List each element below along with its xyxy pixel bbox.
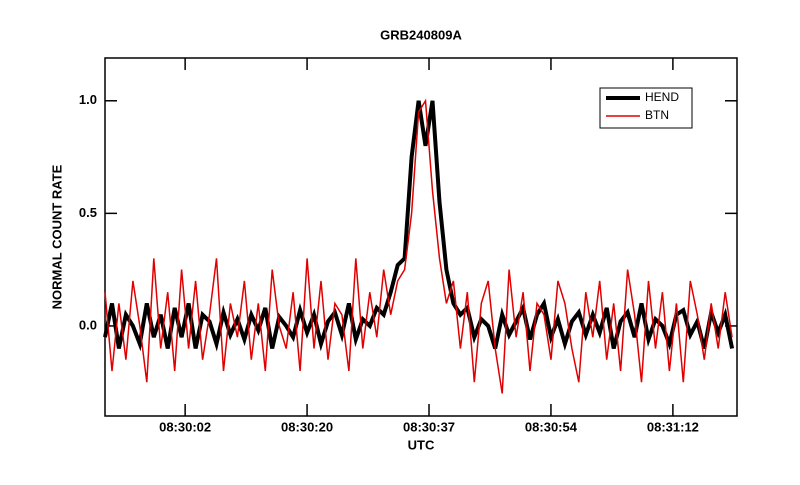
x-tick-label: 08:31:12 [647, 419, 699, 434]
legend-label: HEND [645, 90, 679, 104]
x-tick-label: 08:30:02 [159, 419, 211, 434]
x-axis-label: UTC [408, 437, 435, 452]
x-tick-label: 08:30:37 [403, 419, 455, 434]
x-tick-label: 08:30:54 [525, 419, 578, 434]
y-axis-label: NORMAL COUNT RATE [49, 164, 64, 309]
legend-label: BTN [645, 108, 669, 122]
y-tick-label: 1.0 [79, 92, 97, 107]
series-line [104, 98, 733, 394]
series-line [103, 100, 735, 352]
plot-frame [104, 57, 738, 417]
x-tick-label: 08:30:20 [281, 419, 333, 434]
chart-title: GRB240809A [380, 27, 462, 42]
legend-box [599, 87, 693, 129]
y-tick-label: 0.5 [79, 205, 97, 220]
y-tick-label: 0.0 [79, 317, 97, 332]
